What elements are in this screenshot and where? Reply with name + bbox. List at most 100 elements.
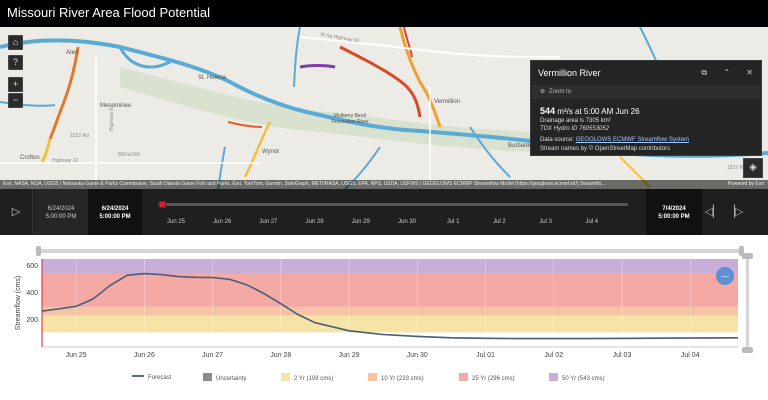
timeline-end: 7/4/2024 5:00:00 PM: [646, 189, 702, 235]
band-25yr-swatch: [459, 373, 468, 381]
end-time: 5:00:00 PM: [658, 214, 690, 220]
timeline-date-label: Jun 28: [305, 219, 324, 225]
stream-names-credit: Stream names by © OpenStreetMap contribu…: [540, 146, 671, 152]
flow-unit: m³/s at 5:00 AM Jun 26: [557, 107, 640, 116]
legend-band-10yr[interactable]: 10 Yr (233 cms): [368, 373, 424, 383]
timeline-date-label: Jul 3: [539, 219, 552, 225]
legend-band-label: 50 Yr (543 cms): [562, 376, 605, 382]
home-button[interactable]: ⌂: [8, 35, 23, 50]
y-handle-bottom[interactable]: [742, 347, 753, 353]
flood-band: [42, 273, 738, 307]
chart-panel: 200 400 600 Streamflow (cms) Jun 25 Jun 26 Jun…: [0, 235, 768, 400]
x-tick-label: Jun 27: [202, 352, 223, 359]
map-label-road: 1522 Rd: [70, 133, 89, 139]
timeline-track[interactable]: [158, 203, 628, 206]
x-tick-label: Jun 25: [66, 352, 87, 359]
range-slider-track[interactable]: [38, 249, 742, 253]
map-label-place: St. Helena: [198, 75, 227, 81]
play-button[interactable]: ▷: [0, 189, 33, 235]
data-source: Data source: GEOGLOWS ECMWF Streamflow S…: [540, 137, 689, 143]
uncertainty-swatch: [203, 373, 212, 381]
legend-band-25yr[interactable]: 25 Yr (296 cms): [459, 373, 515, 383]
map-label-place: Menominee: [100, 103, 132, 109]
y-slider-track[interactable]: [746, 259, 749, 347]
x-tick-label: Jun 28: [270, 352, 291, 359]
current-time: 5:00:00 PM: [99, 214, 131, 220]
legend-band-50yr[interactable]: 50 Yr (543 cms): [549, 373, 605, 383]
legend-forecast-label: Forecast: [148, 375, 172, 381]
zoom-out-button[interactable]: −: [8, 93, 23, 108]
flow-readout: 544 m³/s at 5:00 AM Jun 26: [540, 106, 640, 116]
dock-icon[interactable]: ⧉: [701, 68, 708, 77]
app-title: Missouri River Area Flood Potential: [7, 5, 211, 20]
x-tick-label: Jun 26: [134, 352, 155, 359]
timeline-start: 6/24/2024 5:00:00 PM: [34, 189, 88, 235]
zoom-to-label: Zoom to: [549, 89, 572, 95]
app-header: Missouri River Area Flood Potential: [0, 0, 768, 27]
map-label-place: Crofton: [20, 155, 40, 161]
map-label-road: Highway 12: [52, 158, 79, 164]
y-handle-top[interactable]: [742, 253, 753, 259]
layers-button[interactable]: ◈: [743, 158, 763, 178]
map-label-road: 1527 Rd: [727, 165, 746, 171]
map-label-road: Highway 81: [109, 104, 116, 132]
feature-popup: Vermillion River ⧉ ⌃ ✕ ⊕ Zoom to 544 m³/s…: [530, 60, 762, 156]
forecast-swatch: [132, 375, 144, 377]
drainage-area: Drainage area is 7305 km²: [540, 118, 611, 124]
flow-value: 544: [540, 106, 556, 116]
map-label-road: 892nd Rd: [118, 152, 140, 158]
timeline-date-label: Jun 25: [166, 219, 186, 225]
x-tick-label: Jul 04: [681, 352, 700, 359]
y-axis-label: Streamflow (cms): [15, 276, 22, 330]
band-10yr-swatch: [368, 373, 377, 381]
legend-forecast[interactable]: Forecast: [132, 373, 171, 383]
data-source-label: Data source:: [540, 137, 575, 143]
timeline-current: 6/24/2024 5:00:00 PM: [88, 189, 142, 235]
start-date: 6/24/2024: [47, 206, 75, 212]
zoom-to-action[interactable]: ⊕ Zoom to: [532, 85, 760, 99]
map-label-place: Vermillion: [434, 99, 461, 105]
zoom-to-icon: ⊕: [540, 89, 546, 95]
collapse-chart-button[interactable]: [716, 267, 734, 285]
next-step-button[interactable]: ▕▷: [726, 206, 744, 218]
range-handle-left[interactable]: [36, 246, 41, 256]
minus-icon: —: [721, 272, 729, 281]
previous-step-button[interactable]: ◁▏: [704, 206, 722, 218]
timeline-thumb[interactable]: [159, 201, 166, 208]
popup-actions: ⧉ ⌃ ✕: [687, 68, 753, 78]
end-date: 7/4/2024: [662, 206, 686, 212]
timeline-date-label: Jun 29: [351, 219, 370, 225]
collapse-icon[interactable]: ⌃: [723, 68, 731, 77]
map-label-place: Mulberry Bend Recreation River: [331, 113, 369, 125]
x-tick-label: Jul 03: [613, 352, 632, 359]
forecast-line: [41, 272, 739, 340]
y-tick-label: 200: [26, 317, 38, 324]
map-label-place: Aten: [66, 50, 79, 56]
data-source-link[interactable]: GEOGLOWS ECMWF Streamflow System: [575, 137, 690, 143]
flood-band: [42, 315, 738, 333]
time-slider: ▷ 6/24/2024 5:00:00 PM 6/24/2024 5:00:00…: [0, 189, 768, 235]
powered-by-esri[interactable]: Powered by Esri: [727, 181, 764, 187]
band-50yr-swatch: [549, 373, 558, 381]
help-button[interactable]: ?: [8, 55, 23, 70]
flood-band: [42, 259, 738, 274]
legend-band-label: 10 Yr (233 cms): [381, 376, 424, 382]
legend-band-label: 25 Yr (296 cms): [472, 376, 515, 382]
streamflow-chart: 200 400 600 Streamflow (cms) Jun 25 Jun 26 Jun…: [15, 246, 753, 359]
legend-band-2yr[interactable]: 2 Yr (108 cms): [281, 373, 333, 383]
popup-title: Vermillion River: [538, 68, 601, 78]
attribution-text: Esri, NASA, NGA, USGS | Nebraska Game & …: [3, 181, 606, 187]
close-icon[interactable]: ✕: [746, 68, 753, 77]
map-label-place: Wynot: [262, 149, 279, 155]
map-view[interactable]: Aten Menominee St. Helena Vermillion Bur…: [0, 27, 768, 189]
timeline-date-label: Jul 2: [493, 219, 506, 225]
flood-band: [42, 306, 738, 316]
x-tick-label: Jul 02: [544, 352, 563, 359]
legend-uncertainty[interactable]: Uncertainty: [203, 373, 246, 383]
zoom-in-button[interactable]: +: [8, 77, 23, 92]
y-tick-label: 600: [26, 263, 38, 270]
timeline-date-label: Jul 1: [446, 219, 460, 225]
y-tick-label: 400: [26, 290, 38, 297]
x-tick-label: Jun 30: [407, 352, 428, 359]
band-2yr-swatch: [281, 373, 290, 381]
